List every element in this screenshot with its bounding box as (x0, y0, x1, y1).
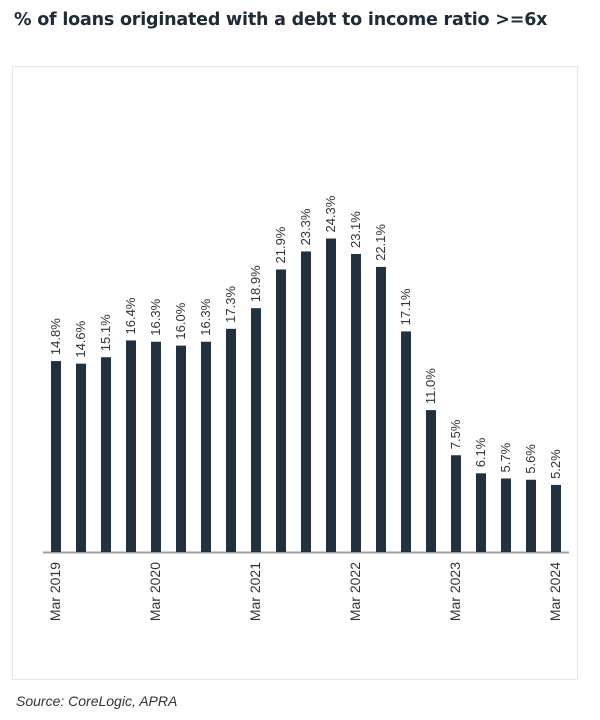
data-label: 7.5% (448, 419, 463, 449)
data-label: 6.1% (473, 437, 488, 467)
chart-frame: 14.8% Mar 2019 14.6% 15.1% 16.4% 16.3% Mar 202… (12, 66, 578, 680)
data-label: 5.2% (548, 449, 563, 479)
data-label: 24.3% (323, 195, 338, 232)
x-tick-label: Mar 2022 (347, 562, 363, 621)
bar (301, 251, 311, 552)
data-label: 14.6% (73, 320, 88, 357)
bar (151, 341, 161, 552)
data-label: 17.3% (223, 286, 238, 323)
data-label: 16.3% (148, 298, 163, 335)
data-label: 18.9% (248, 265, 263, 302)
bar (276, 269, 286, 552)
bar-chart: 14.8% Mar 2019 14.6% 15.1% 16.4% 16.3% Mar 202… (43, 195, 569, 621)
x-tick-label: Mar 2024 (547, 562, 563, 621)
bar (251, 308, 261, 552)
x-tick-label: Mar 2019 (47, 562, 63, 621)
bar (526, 479, 536, 552)
bar (351, 254, 361, 552)
bar (101, 357, 111, 552)
bar (201, 341, 211, 552)
data-label: 5.6% (523, 444, 538, 474)
source-note: Source: CoreLogic, APRA (16, 693, 178, 709)
bar (226, 328, 236, 552)
bar (476, 473, 486, 552)
bar (376, 266, 386, 552)
data-label: 15.1% (98, 314, 113, 351)
x-tick-label: Mar 2020 (147, 562, 163, 621)
data-label: 5.7% (498, 442, 513, 472)
data-label: 16.4% (123, 297, 138, 334)
bar (51, 361, 61, 552)
bar (76, 363, 86, 552)
data-label: 17.1% (398, 288, 413, 325)
data-label: 11.0% (423, 368, 438, 404)
data-label: 23.3% (298, 208, 313, 245)
bar (451, 455, 461, 552)
bar (326, 238, 336, 552)
x-tick-label: Mar 2021 (247, 562, 263, 621)
bar (551, 484, 561, 552)
data-label: 16.0% (173, 302, 188, 339)
bar (126, 340, 136, 552)
bar (176, 345, 186, 552)
bar (426, 410, 436, 552)
chart-title: % of loans originated with a debt to inc… (14, 10, 548, 30)
x-tick-label: Mar 2023 (447, 562, 463, 621)
data-label: 21.9% (273, 226, 288, 263)
data-label: 14.8% (48, 318, 63, 355)
data-label: 16.3% (198, 298, 213, 335)
data-label: 23.1% (348, 211, 363, 248)
bar (401, 331, 411, 552)
bar (501, 478, 511, 552)
data-label: 22.1% (373, 224, 388, 261)
